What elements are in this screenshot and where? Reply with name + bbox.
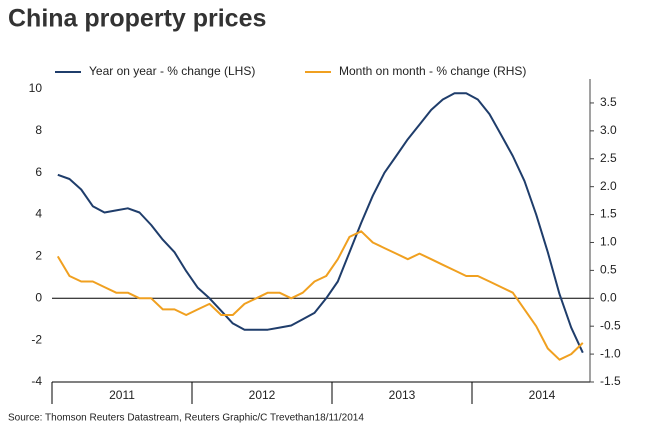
y-tick-label: 2 (35, 249, 42, 263)
x-tick-label: 2014 (529, 388, 556, 402)
y2-tick-label: -0.5 (600, 318, 621, 332)
chart-title: China property prices (8, 5, 266, 33)
y2-tick-label: -1.0 (600, 346, 621, 360)
x-tick-label: 2012 (249, 388, 276, 402)
x-tick-label: 2011 (109, 388, 135, 402)
y2-tick-label: 3.5 (600, 95, 617, 109)
y-tick-label: 6 (35, 165, 42, 179)
y-tick-label: -4 (31, 374, 42, 388)
y-tick-label: 0 (35, 290, 42, 304)
y-tick-label: 10 (29, 81, 43, 95)
legend-label: Month on month - % change (RHS) (339, 64, 526, 78)
y2-tick-label: 1.5 (600, 207, 617, 221)
y2-tick-label: 2.0 (600, 179, 617, 193)
source: Source: Thomson Reuters Datastream, Reut… (8, 413, 364, 424)
y2-tick-label: 1.0 (600, 235, 617, 249)
y2-tick-label: 3.0 (600, 123, 617, 137)
y-tick-label: 8 (35, 123, 42, 137)
y2-tick-label: -1.5 (600, 374, 621, 388)
series-line (56, 230, 584, 361)
legend-label: Year on year - % change (LHS) (89, 64, 255, 78)
series-line (57, 92, 584, 354)
y-tick-label: 4 (35, 207, 42, 221)
y2-tick-label: 0.0 (600, 290, 617, 304)
y2-tick-label: 2.5 (600, 151, 617, 165)
x-tick-label: 2013 (389, 388, 416, 402)
y2-tick-label: 0.5 (600, 263, 617, 277)
y-tick-label: -2 (31, 332, 42, 346)
